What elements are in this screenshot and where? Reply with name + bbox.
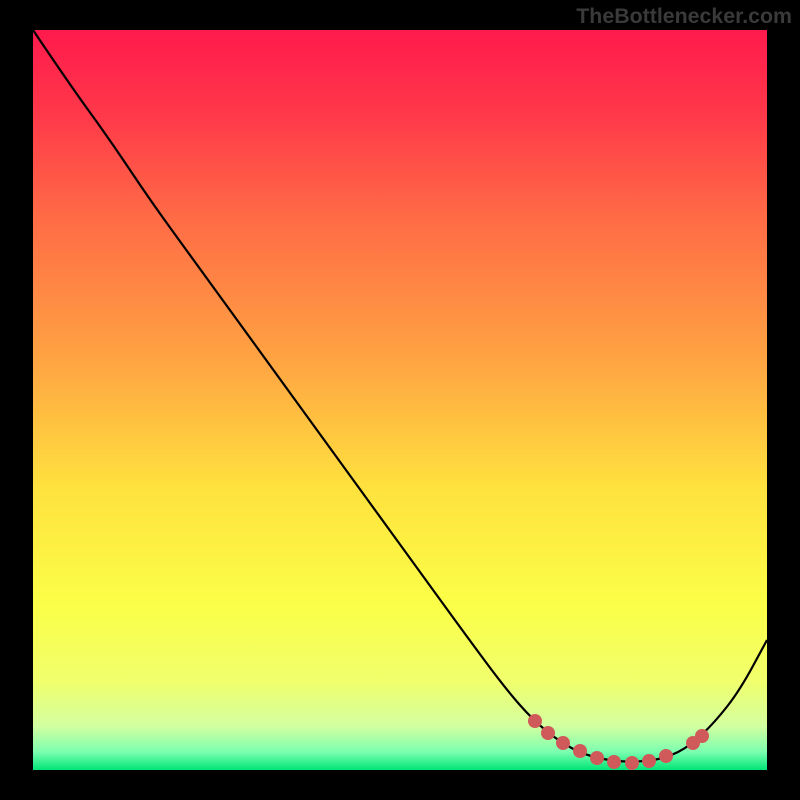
highlight-marker — [573, 744, 587, 758]
bottleneck-chart — [0, 0, 800, 800]
highlight-marker — [590, 751, 604, 765]
highlight-marker — [659, 749, 673, 763]
highlight-marker — [528, 714, 542, 728]
chart-stage: TheBottlenecker.com — [0, 0, 800, 800]
highlight-marker — [607, 755, 621, 769]
attribution-text: TheBottlenecker.com — [576, 4, 792, 29]
plot-area — [33, 30, 767, 770]
highlight-marker — [695, 729, 709, 743]
highlight-marker — [541, 726, 555, 740]
highlight-marker — [556, 736, 570, 750]
highlight-marker — [642, 754, 656, 768]
highlight-marker — [625, 756, 639, 770]
